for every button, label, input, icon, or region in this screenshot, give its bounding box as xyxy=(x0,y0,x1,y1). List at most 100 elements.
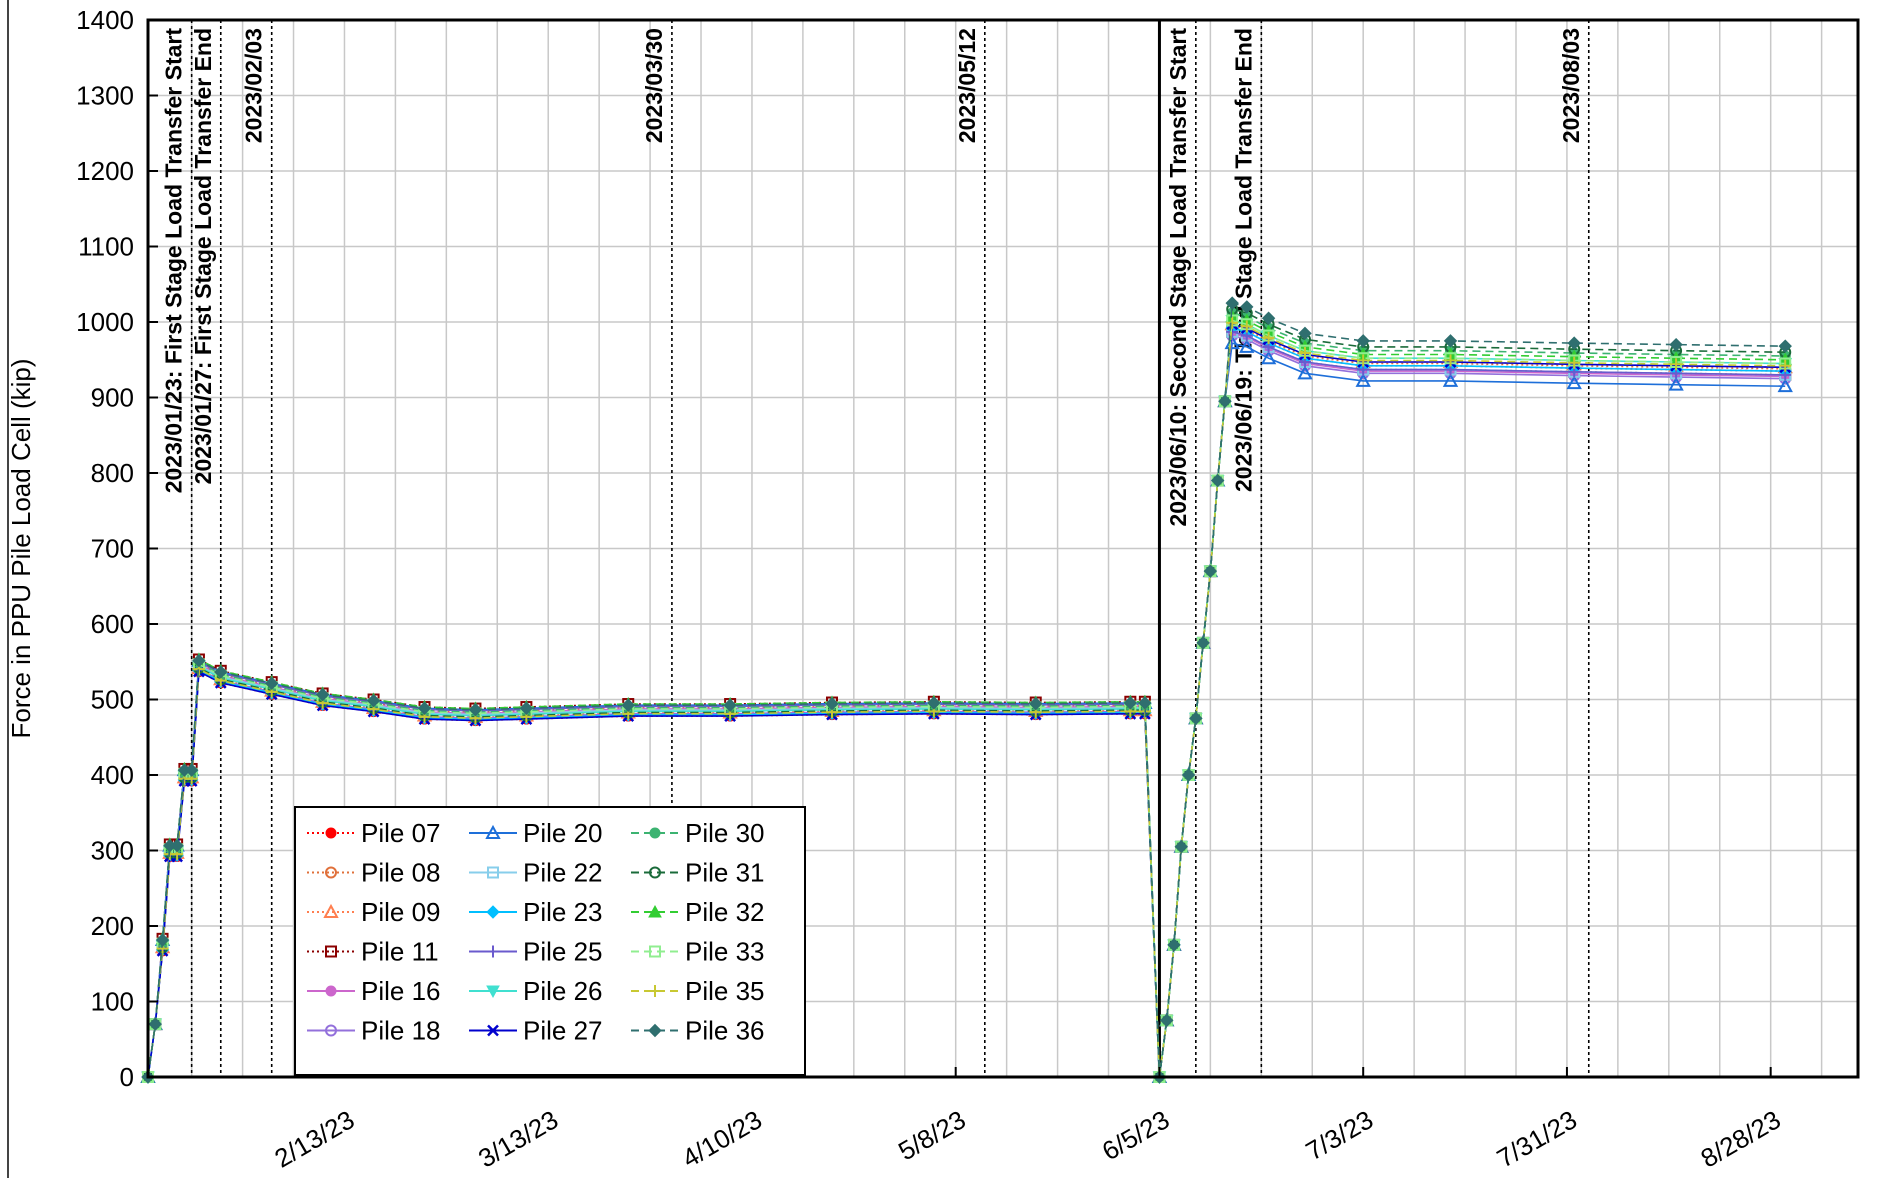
legend-entry: Pile 27 xyxy=(523,1016,603,1046)
legend-entry: Pile 20 xyxy=(523,818,603,848)
data-point xyxy=(1568,356,1581,369)
data-point xyxy=(214,665,228,679)
legend-entry: Pile 30 xyxy=(685,818,765,848)
legend-entry: Pile 16 xyxy=(361,976,441,1006)
data-point xyxy=(1240,320,1253,333)
legend-entry: Pile 08 xyxy=(361,858,441,888)
data-point xyxy=(1196,636,1210,650)
data-point xyxy=(1444,354,1457,367)
legend-entry: Pile 36 xyxy=(685,1016,765,1046)
legend-marker xyxy=(485,824,501,839)
series-line xyxy=(147,308,1786,1078)
legend-marker xyxy=(649,866,661,879)
data-point xyxy=(1123,696,1138,710)
x-tick-label: 8/28/23 xyxy=(1696,1104,1786,1173)
data-point xyxy=(155,933,170,947)
legend-entry: Pile 09 xyxy=(361,897,441,927)
y-tick-label: 400 xyxy=(91,760,134,790)
x-tick-label: 3/13/23 xyxy=(473,1104,563,1173)
data-point xyxy=(1298,346,1311,359)
legend-marker xyxy=(649,945,661,958)
event-label: 2023/01/27: First Stage Load Transfer En… xyxy=(190,28,216,484)
event-label: 2023/06/10: Second Stage Load Transfer S… xyxy=(1165,28,1191,527)
x-tick-label: 5/8/23 xyxy=(893,1104,971,1166)
plot-frame xyxy=(146,18,1860,1079)
data-point xyxy=(1261,311,1276,325)
legend-marker xyxy=(325,827,337,839)
legend: Pile 07 Pile 08 Pile 09 Pile 11 Pile 16 Pile … xyxy=(294,806,806,1076)
data-point xyxy=(1138,696,1152,710)
y-axis-label: Force in PPU Pile Load Cell (kip) xyxy=(6,358,36,738)
legend-marker xyxy=(486,905,500,919)
data-point xyxy=(1355,372,1371,387)
y-tick-label: 800 xyxy=(91,458,134,488)
data-point xyxy=(468,703,483,717)
data-point xyxy=(1174,840,1188,854)
legend-entry: Pile 23 xyxy=(523,897,603,927)
data-point xyxy=(1778,339,1792,353)
legend-entry: Pile 35 xyxy=(685,976,765,1006)
x-tick-label: 2/13/23 xyxy=(269,1104,359,1173)
data-point xyxy=(192,653,206,668)
event-label: 2023/03/30 xyxy=(641,28,667,143)
y-tick-label: 200 xyxy=(91,911,134,941)
data-point xyxy=(1218,394,1232,408)
legend-entry: Pile 07 xyxy=(361,818,441,848)
y-tick-label: 1200 xyxy=(76,156,134,186)
legend-entry: Pile 31 xyxy=(685,858,765,888)
y-tick-label: 1400 xyxy=(76,5,134,35)
legend-marker xyxy=(325,945,337,958)
legend-marker xyxy=(323,903,339,918)
legend-entry: Pile 25 xyxy=(523,937,603,967)
legend-entry: Pile 22 xyxy=(523,858,603,888)
legend-entry: Pile 18 xyxy=(361,1016,441,1046)
legend-marker xyxy=(487,866,499,879)
data-point xyxy=(1262,331,1275,344)
data-point xyxy=(1670,358,1683,371)
data-point xyxy=(1210,473,1225,488)
data-point xyxy=(1297,365,1313,380)
data-point xyxy=(184,763,199,777)
data-point xyxy=(1567,336,1581,350)
data-point xyxy=(1779,359,1792,372)
data-point xyxy=(417,701,432,715)
legend-entry: Pile 26 xyxy=(523,976,603,1006)
data-point xyxy=(366,694,381,708)
data-point xyxy=(1777,378,1793,393)
y-tick-label: 300 xyxy=(91,836,134,866)
legend-marker xyxy=(648,1023,662,1038)
data-point xyxy=(1239,338,1255,353)
legend-entry: Pile 32 xyxy=(685,897,765,927)
data-point xyxy=(1566,375,1582,390)
data-point xyxy=(1029,697,1043,711)
data-point xyxy=(1160,1013,1174,1028)
event-label: 2023/06/19: Third Stage Load Transfer En… xyxy=(1230,28,1256,492)
series-layer xyxy=(140,296,1793,1085)
data-point xyxy=(723,698,737,712)
data-point xyxy=(519,701,534,715)
data-point xyxy=(315,687,330,702)
legend-marker xyxy=(487,1024,499,1037)
y-tick-label: 1100 xyxy=(78,232,134,262)
legend-marker xyxy=(486,985,500,999)
data-point xyxy=(1189,711,1203,726)
series-pile-36 xyxy=(141,296,1792,1084)
data-point xyxy=(1668,376,1684,391)
legend-marker xyxy=(325,985,337,997)
y-tick-label: 1000 xyxy=(76,307,134,337)
data-point xyxy=(1298,326,1312,341)
data-point xyxy=(1443,334,1458,348)
event-label: 2023/01/23: First Stage Load Transfer St… xyxy=(161,28,187,494)
legend-marker xyxy=(487,945,499,958)
series-line xyxy=(147,321,1786,1078)
event-label: 2023/05/12 xyxy=(954,28,980,143)
data-point xyxy=(825,697,839,711)
data-point xyxy=(927,696,941,710)
y-tick-label: 0 xyxy=(120,1062,134,1092)
y-tick-label: 900 xyxy=(91,383,134,413)
event-markers: 2023/01/23: First Stage Load Transfer St… xyxy=(161,20,1590,1077)
data-point xyxy=(1167,938,1181,952)
data-point xyxy=(1181,768,1196,782)
y-tick-label: 1300 xyxy=(76,81,134,111)
